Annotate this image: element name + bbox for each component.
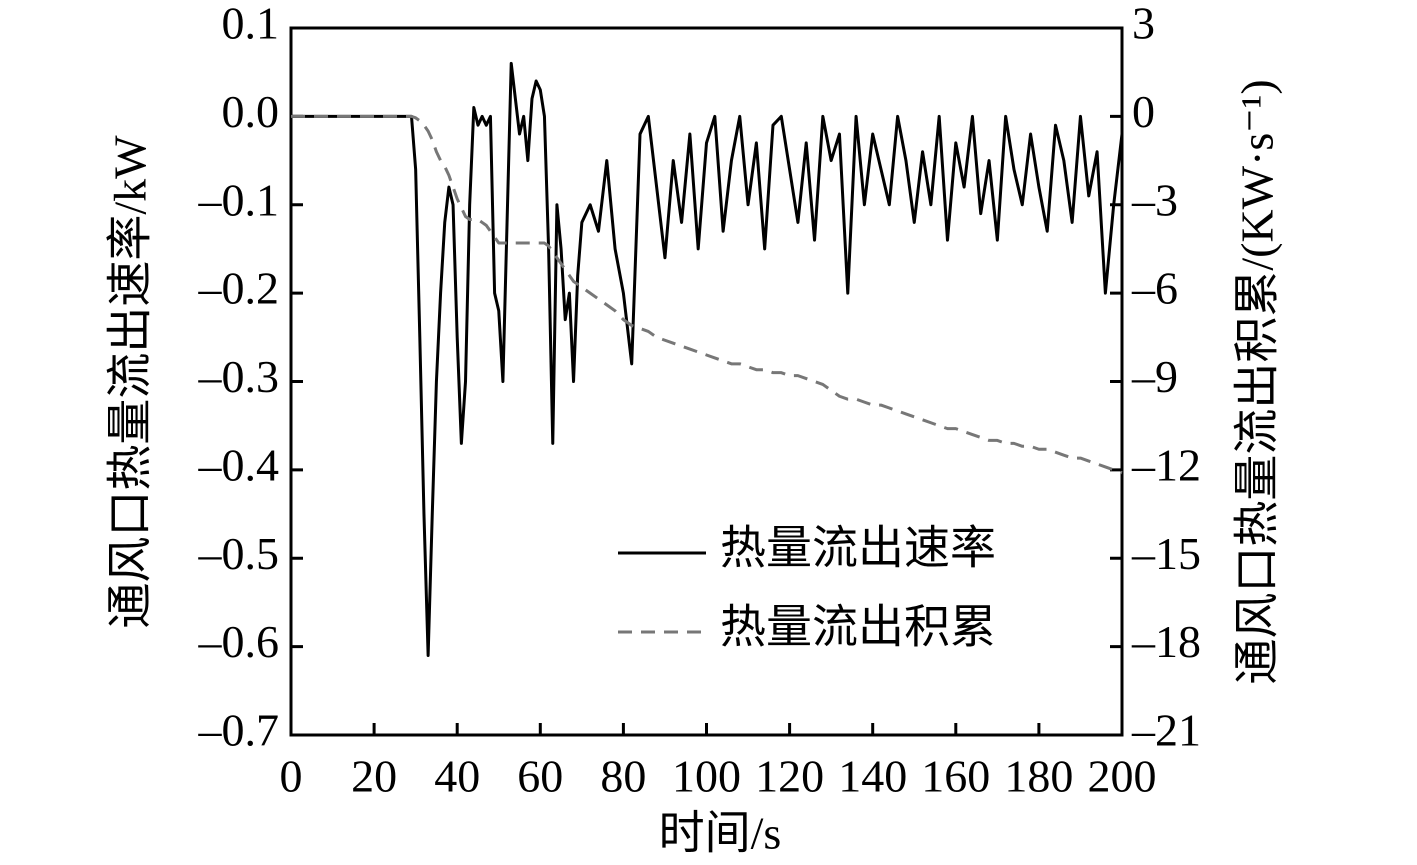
y2-tick-label: –3 xyxy=(1131,174,1178,225)
y-tick-label: 0.0 xyxy=(222,86,280,137)
y-tick-label: –0.2 xyxy=(198,263,280,314)
plot-frame xyxy=(289,26,1124,737)
x-tick-label: 180 xyxy=(1004,751,1073,802)
y-tick-label: –0.3 xyxy=(198,351,280,402)
y-tick-label: –0.6 xyxy=(198,616,280,667)
x-tick-label: 60 xyxy=(517,751,563,802)
y2-tick-label: –15 xyxy=(1131,528,1201,579)
y2-tick-label: 0 xyxy=(1132,86,1155,137)
x-tick-label: 200 xyxy=(1088,751,1157,802)
series-line xyxy=(291,61,1124,657)
legend-label: 热量流出速率 xyxy=(720,523,996,574)
x-tick-label: 100 xyxy=(672,751,741,802)
y-tick-label: –0.7 xyxy=(198,705,280,756)
x-tick-label: 40 xyxy=(434,751,480,802)
x-tick-label: 20 xyxy=(351,751,397,802)
y2-tick-label: –6 xyxy=(1131,263,1178,314)
y2-tick-label: –18 xyxy=(1131,616,1201,667)
y2-tick-label: 3 xyxy=(1132,0,1155,49)
y2-tick-label: –21 xyxy=(1131,705,1201,756)
y-tick-label: –0.1 xyxy=(198,174,280,225)
x-tick-label: 120 xyxy=(755,751,824,802)
x-tick-label: 0 xyxy=(280,751,303,802)
legend-label: 热量流出积累 xyxy=(720,602,996,653)
y-axis-label: 通风口热量流出速率/kW xyxy=(105,135,156,629)
x-axis-label: 时间/s xyxy=(659,808,782,859)
x-tick-label: 140 xyxy=(838,751,907,802)
series-line xyxy=(291,114,1123,475)
y2-tick-label: –12 xyxy=(1131,439,1201,490)
y-tick-label: –0.5 xyxy=(198,528,280,579)
y-tick-label: 0.1 xyxy=(222,0,280,49)
x-tick-label: 160 xyxy=(921,751,990,802)
y2-tick-label: –9 xyxy=(1131,351,1178,402)
y-tick-label: –0.4 xyxy=(198,439,280,490)
x-tick-label: 80 xyxy=(600,751,646,802)
y2-axis-label: 通风口热量流出积累/(KW·s⁻¹) xyxy=(1232,79,1283,684)
